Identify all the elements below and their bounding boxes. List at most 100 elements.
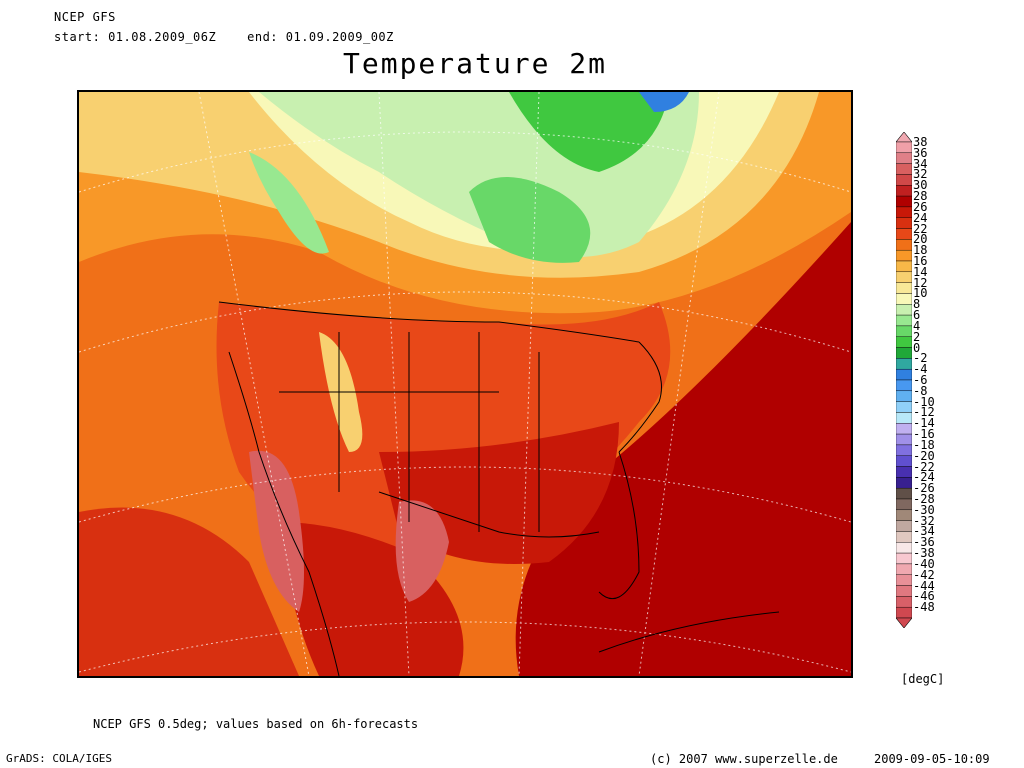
legend-swatch (896, 271, 912, 283)
legend-swatch (896, 585, 912, 597)
data-source-note: NCEP GFS 0.5deg; values based on 6h-fore… (93, 717, 419, 731)
atlantic-hot (515, 222, 851, 676)
legend-label: -42 (913, 567, 935, 582)
legend-swatch (896, 433, 912, 446)
legend-swatch (896, 141, 912, 154)
legend-swatch (896, 401, 912, 413)
legend-swatch (896, 217, 912, 229)
legend-swatch (896, 347, 912, 359)
legend-label: -48 (913, 600, 935, 615)
legend-swatch (896, 195, 912, 208)
legend-swatch (896, 552, 912, 565)
legend-swatch (896, 498, 912, 511)
legend-swatch (896, 304, 912, 316)
texas-pink (395, 500, 449, 602)
legend-label: -14 (913, 416, 935, 431)
legend-swatch (896, 314, 912, 327)
borders (218, 301, 780, 676)
legend-label: -44 (913, 578, 935, 593)
legend-swatch (896, 466, 912, 478)
legend-label: -2 (913, 351, 928, 366)
legend-arrow-top (896, 132, 912, 143)
legend-swatch (896, 390, 912, 402)
legend-label: -30 (913, 502, 935, 517)
legend-swatch (896, 444, 912, 456)
legend-swatch (896, 358, 912, 370)
legend-label: 20 (913, 232, 928, 247)
legend-label: 26 (913, 199, 928, 214)
temperature-map (77, 90, 853, 678)
legend-label: 24 (913, 210, 928, 225)
legend-label: 4 (913, 318, 921, 333)
legend-swatch (896, 563, 912, 575)
copyright: (c) 2007 www.superzelle.de (650, 752, 838, 766)
legend-label: 0 (913, 340, 921, 355)
legend-swatch (896, 206, 912, 218)
canadian-rockies (249, 152, 329, 254)
legend-label: 10 (913, 286, 928, 301)
legend-label: -46 (913, 589, 935, 604)
legend-swatch (896, 509, 912, 521)
pacific-hot (79, 507, 299, 676)
hudson-green (469, 177, 591, 263)
legend-swatch (896, 455, 912, 467)
legend-label: -24 (913, 470, 935, 485)
southwest-pink (249, 450, 304, 612)
legend-label: 30 (913, 178, 928, 193)
legend-swatch (896, 596, 912, 608)
legend-swatch (896, 260, 912, 273)
legend-swatch (896, 412, 912, 424)
legend-label: 12 (913, 275, 928, 290)
legend-label: -40 (913, 556, 935, 571)
legend-label: -16 (913, 427, 935, 442)
legend-swatch (896, 239, 912, 251)
legend-label: -34 (913, 524, 935, 539)
legend-label: -28 (913, 492, 935, 506)
legend-label: -38 (913, 546, 935, 561)
legend-label: 6 (913, 308, 921, 323)
legend-swatch (896, 325, 912, 337)
model-name: NCEP GFS (54, 10, 116, 24)
legend-swatch (896, 379, 912, 392)
legend-label: 32 (913, 167, 928, 182)
legend-label: 38 (913, 135, 928, 149)
legend-swatch (896, 574, 912, 586)
legend-swatch (896, 293, 912, 305)
legend-swatch (896, 336, 912, 348)
legend-label: 16 (913, 254, 928, 268)
legend-swatch (896, 282, 912, 294)
legend-label: -20 (913, 448, 935, 463)
legend-swatch (896, 152, 912, 164)
legend-label: 2 (913, 329, 921, 344)
legend-label: 34 (913, 156, 928, 171)
graticule (79, 92, 851, 676)
legend-label: 14 (913, 264, 928, 279)
legend-swatch (896, 477, 912, 489)
legend-swatch (896, 542, 912, 554)
legend-swatch (896, 520, 912, 532)
legend-label: -32 (913, 513, 935, 528)
legend-swatch (896, 228, 912, 240)
legend-arrow-bottom (896, 617, 912, 628)
map-title: Temperature 2m (343, 47, 608, 80)
legend-label: -18 (913, 437, 935, 452)
legend-swatch (896, 531, 912, 543)
timestamp: 2009-09-05-10:09 (874, 752, 990, 766)
legend-swatch (896, 249, 912, 262)
legend-label: 18 (913, 243, 928, 258)
legend-label: 28 (913, 189, 928, 204)
units-label: [degC] (901, 672, 945, 686)
arctic-green (509, 92, 669, 172)
legend-label: -22 (913, 459, 935, 474)
legend-label: -8 (913, 383, 928, 398)
legend-label: -10 (913, 394, 935, 409)
legend-label: 8 (913, 297, 921, 312)
legend-swatch (896, 174, 912, 186)
legend-swatch (896, 423, 912, 435)
legend-swatch (896, 606, 912, 619)
legend-swatch (896, 487, 912, 500)
legend-label: -6 (913, 373, 928, 387)
color-legend (896, 132, 912, 628)
legend-label: -36 (913, 535, 935, 550)
legend-swatch (896, 368, 912, 381)
